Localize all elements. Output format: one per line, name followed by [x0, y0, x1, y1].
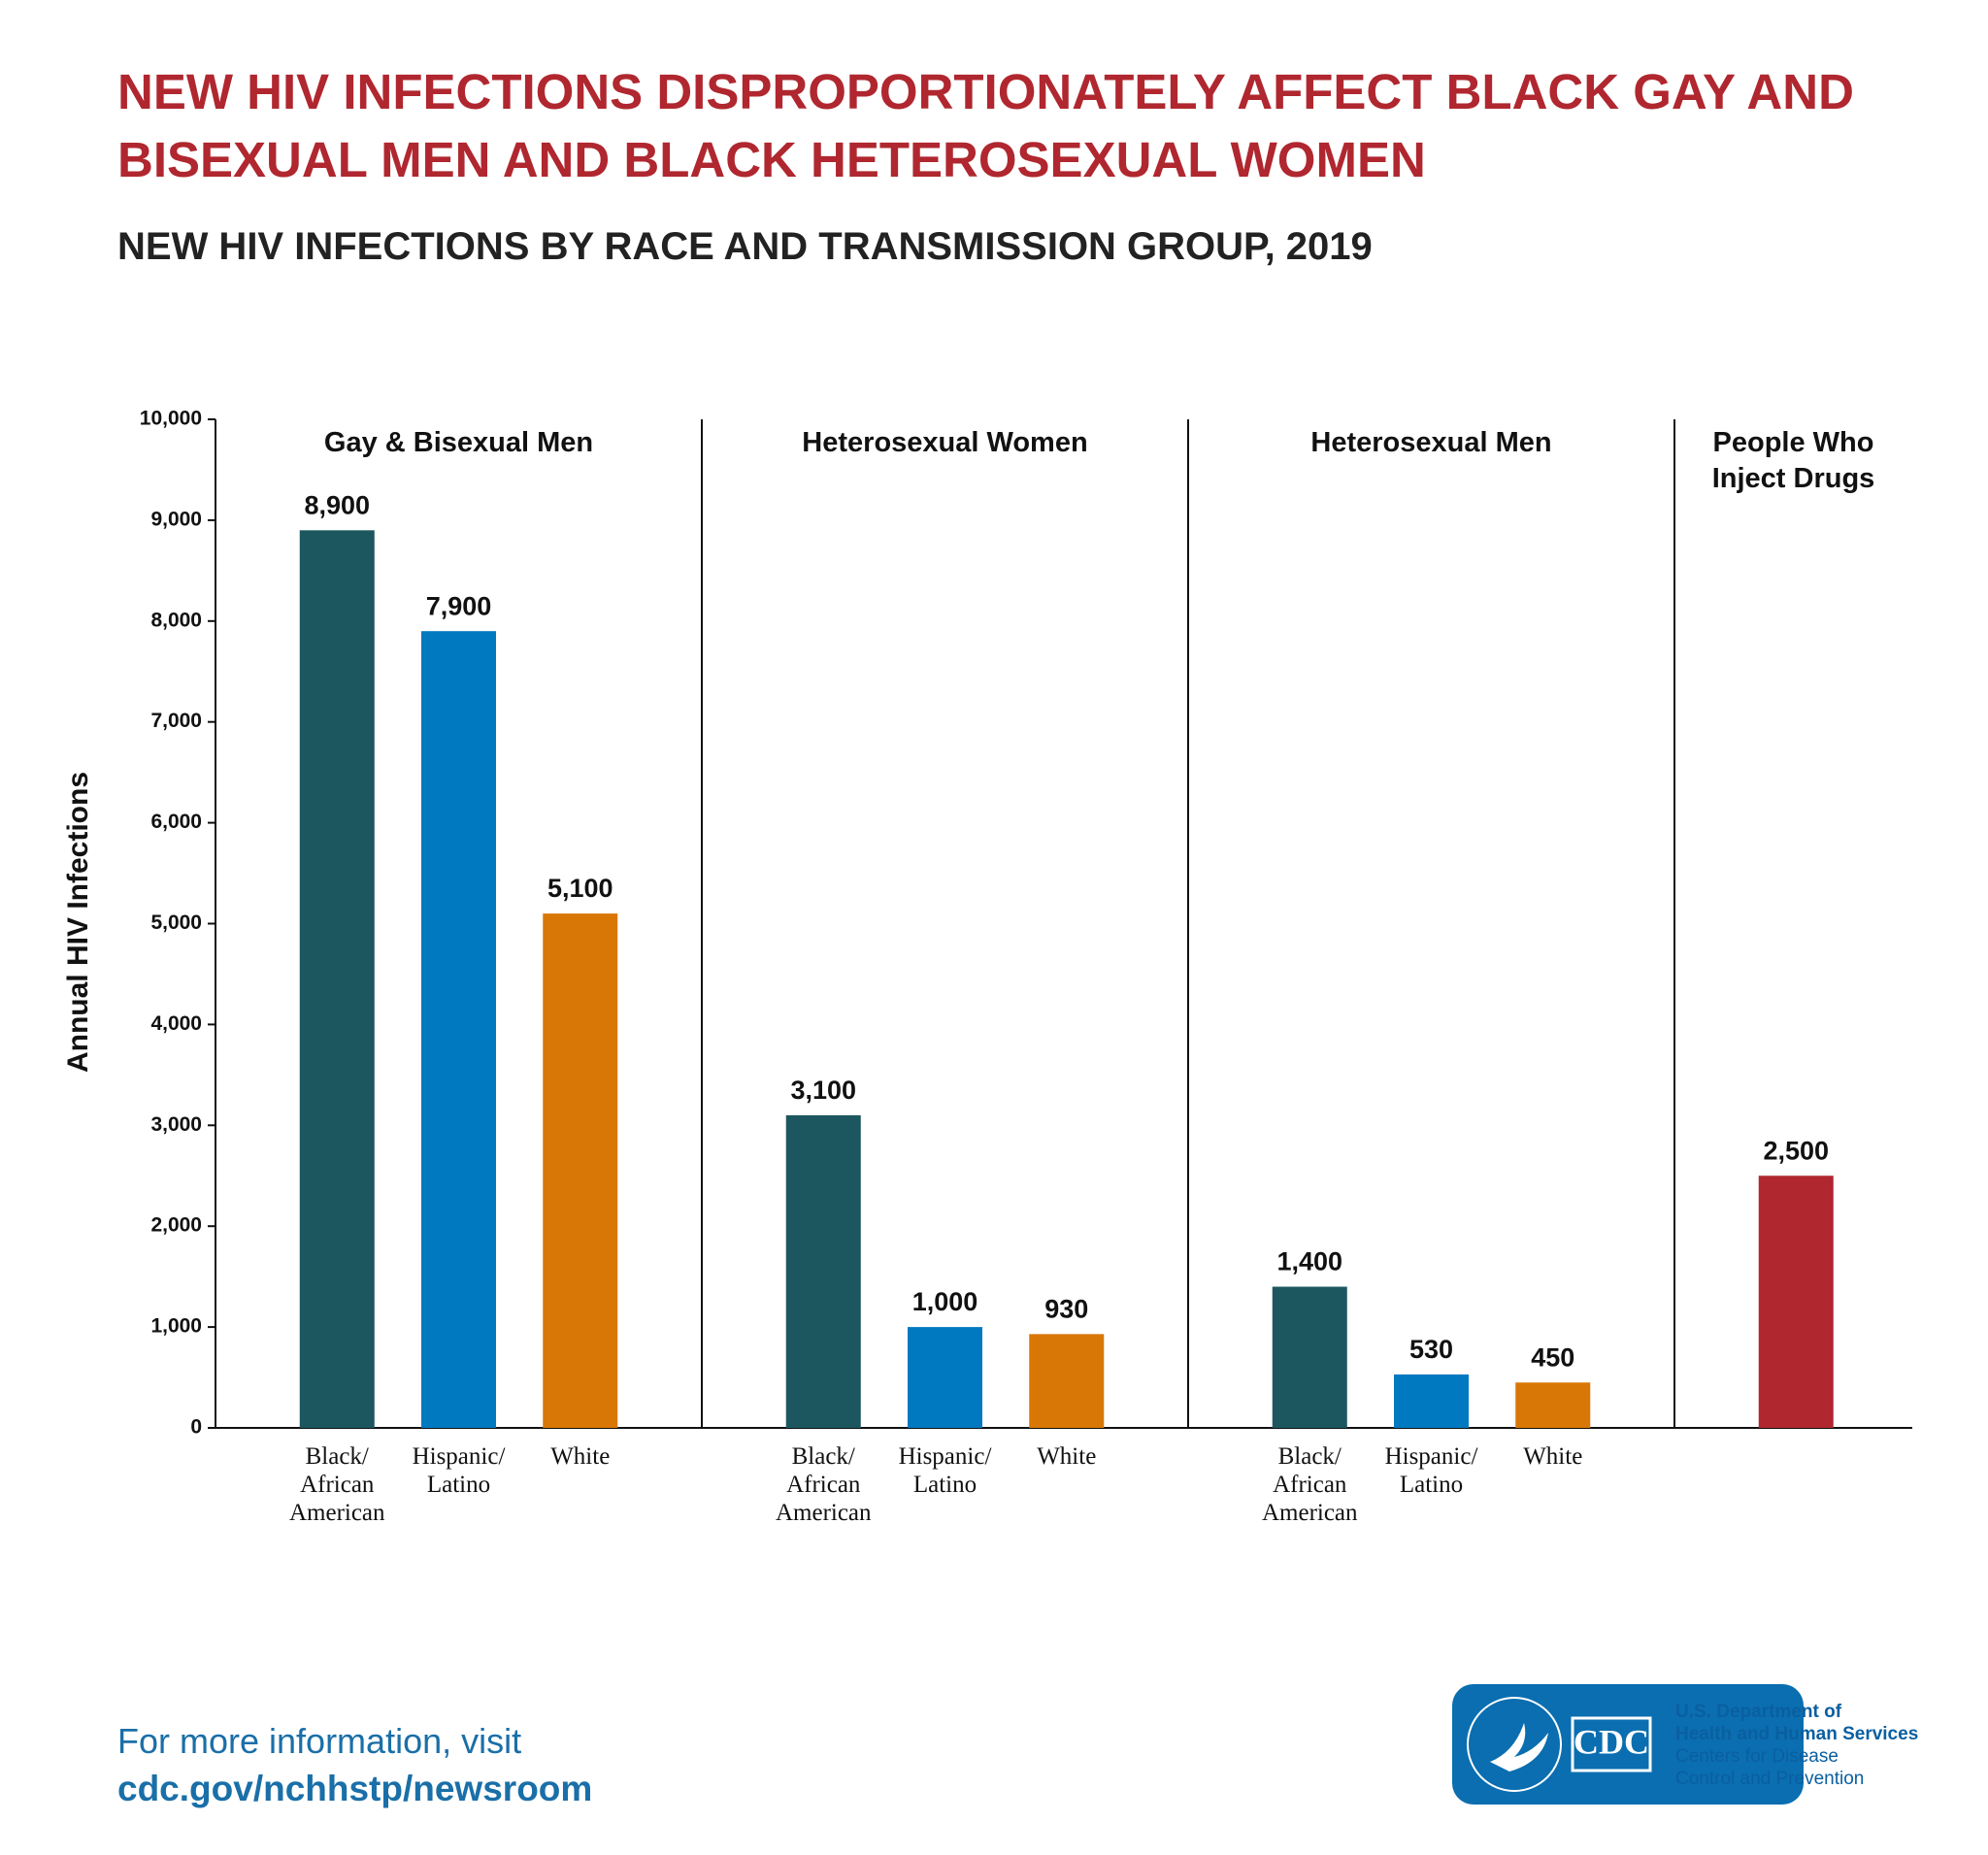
footer-text: For more information, visit [117, 1721, 522, 1761]
x-tick-label: Hispanic/ Latino [898, 1443, 992, 1498]
bar [1029, 1334, 1105, 1428]
y-tick-label: 4,000 [150, 1012, 202, 1035]
x-tick-label: White [550, 1443, 611, 1470]
bar [785, 1114, 861, 1428]
value-label: 5,100 [547, 874, 613, 903]
value-label: 930 [1044, 1294, 1088, 1323]
x-tick-label: Black/ African American [775, 1443, 872, 1526]
value-label: 3,100 [790, 1076, 856, 1105]
org-line: Control and Prevention [1675, 1769, 1865, 1789]
value-label: 1,000 [912, 1287, 978, 1316]
y-tick-label: 1,000 [150, 1315, 202, 1338]
y-tick-label: 3,000 [150, 1113, 202, 1136]
org-line: U.S. Department of [1675, 1702, 1842, 1722]
footer-link[interactable]: cdc.gov/nchhstp/newsroom [117, 1769, 593, 1808]
group-header: Heterosexual Women [802, 427, 1088, 458]
x-tick-label: White [1523, 1443, 1583, 1470]
value-label: 7,900 [426, 591, 492, 620]
y-tick-label: 5,000 [150, 911, 202, 934]
y-tick-label: 6,000 [150, 811, 202, 833]
x-tick-label: Hispanic/ Latino [412, 1443, 506, 1498]
cdc-wordmark: CDC [1574, 1722, 1649, 1761]
y-tick-label: 7,000 [150, 710, 202, 732]
org-line: Centers for Disease [1675, 1746, 1839, 1767]
value-label: 1,400 [1276, 1247, 1342, 1276]
group-header: Heterosexual Men [1310, 427, 1552, 458]
x-tick-label: Hispanic/ Latino [1384, 1443, 1478, 1498]
hhs-seal [1467, 1697, 1562, 1792]
title: NEW HIV INFECTIONS DISPROPORTIONATELY AF… [117, 64, 1854, 187]
org-line: Health and Human Services [1675, 1724, 1919, 1744]
cdc-box [1571, 1716, 1652, 1772]
group-header: People Who Inject Drugs [1711, 427, 1875, 494]
group-header: Gay & Bisexual Men [323, 427, 594, 458]
y-tick-label: 10,000 [140, 408, 202, 430]
value-label: 2,500 [1763, 1136, 1829, 1165]
bar [908, 1327, 982, 1428]
value-label: 530 [1409, 1335, 1453, 1364]
x-tick-label: Black/ African American [1261, 1443, 1358, 1526]
y-tick-label: 0 [190, 1416, 202, 1439]
x-tick-label: White [1037, 1443, 1097, 1470]
bar [1394, 1374, 1469, 1428]
x-tick-label: Black/ African American [288, 1443, 385, 1526]
bar [1515, 1382, 1591, 1428]
y-axis-label: Annual HIV Infections [62, 772, 94, 1073]
subtitle: NEW HIV INFECTIONS BY RACE AND TRANSMISS… [117, 225, 1373, 268]
value-label: 450 [1531, 1342, 1574, 1372]
y-tick-label: 8,000 [150, 609, 202, 631]
bar [421, 631, 496, 1428]
bar [1272, 1286, 1347, 1428]
hhs-eagle [1490, 1723, 1548, 1772]
bar [1758, 1176, 1834, 1428]
y-tick-label: 9,000 [150, 508, 202, 530]
value-label: 8,900 [304, 490, 370, 519]
bar [543, 913, 618, 1428]
y-tick-label: 2,000 [150, 1214, 202, 1237]
bar [299, 530, 375, 1428]
logo-badge [1452, 1684, 1804, 1805]
